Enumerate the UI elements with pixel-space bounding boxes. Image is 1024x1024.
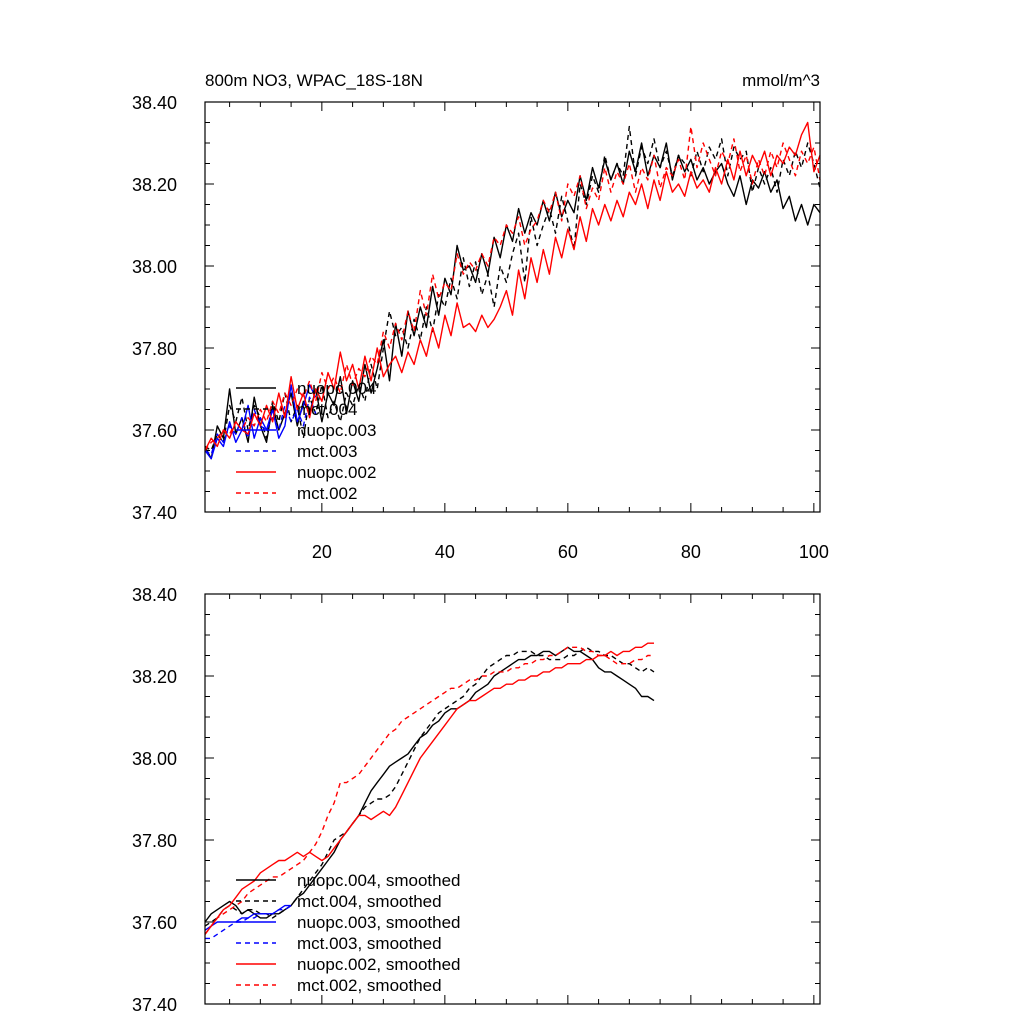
series-line: [204, 121, 821, 451]
x-tick-label: 20: [312, 542, 332, 562]
axis-labels: 37.40 37.60 37.80 38.00 38.20 38.40: [132, 585, 177, 1015]
y-tick-label: 38.00: [132, 257, 177, 277]
bottom-chart-panel: 37.40 37.60 37.80 38.00 38.20 38.40 nuopc.004…: [132, 585, 821, 1015]
x-tick-label: 80: [681, 542, 701, 562]
y-tick-label: 38.20: [132, 667, 177, 687]
legend-label: mct.002: [297, 484, 357, 503]
series-line: [204, 646, 655, 927]
y-tick-label: 37.80: [132, 339, 177, 359]
plot-frame: [204, 101, 821, 513]
legend-label: mct.002, smoothed: [297, 976, 442, 995]
legend-label: mct.004: [297, 400, 357, 419]
legend-label: nuopc.002, smoothed: [297, 955, 461, 974]
legend-label: nuopc.002: [297, 463, 376, 482]
y-tick-label: 37.60: [132, 421, 177, 441]
legend-label: mct.004, smoothed: [297, 892, 442, 911]
series-line: [204, 384, 317, 460]
legend-label: nuopc.004: [297, 379, 376, 398]
y-tick-label: 37.80: [132, 831, 177, 851]
chart-units: mmol/m^3: [742, 71, 820, 90]
axis-labels: 37.40 37.60 37.80 38.00 38.20 38.40 20 40 60 80 10…: [132, 93, 829, 562]
legend-label: mct.003, smoothed: [297, 934, 442, 953]
y-tick-label: 37.40: [132, 503, 177, 523]
y-tick-label: 37.40: [132, 995, 177, 1015]
legend-label: nuopc.003: [297, 421, 376, 440]
y-tick-label: 38.00: [132, 749, 177, 769]
legend: nuopc.004 mct.004 nuopc.003 mct.003 nuopc.00…: [236, 379, 376, 503]
y-tick-label: 38.40: [132, 585, 177, 605]
legend-label: mct.003: [297, 442, 357, 461]
y-tick-label: 38.20: [132, 175, 177, 195]
x-tick-label: 40: [435, 542, 455, 562]
y-tick-label: 37.60: [132, 913, 177, 933]
series-layer: [204, 121, 821, 460]
chart-title: 800m NO3, WPAC_18S-18N: [205, 71, 423, 90]
series-line: [204, 642, 654, 935]
legend: nuopc.004, smoothed mct.004, smoothed nuop…: [236, 871, 461, 995]
axis-ticks: [205, 101, 820, 513]
top-chart-panel: 800m NO3, WPAC_18S-18N mmol/m^3 37.4037.…: [132, 71, 829, 562]
y-tick-label: 38.40: [132, 93, 177, 113]
x-tick-label: 100: [799, 542, 829, 562]
series-line: [205, 905, 292, 940]
plot-frame: [204, 593, 821, 1005]
legend-label: nuopc.004, smoothed: [297, 871, 461, 890]
legend-label: nuopc.003, smoothed: [297, 913, 461, 932]
x-tick-label: 60: [558, 542, 578, 562]
series-layer: [204, 642, 655, 940]
series-line: [204, 125, 821, 451]
series-line: [204, 646, 654, 935]
